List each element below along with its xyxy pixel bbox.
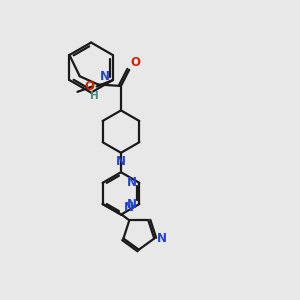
Text: N: N	[127, 197, 137, 211]
Text: O: O	[84, 80, 94, 93]
Text: N: N	[157, 232, 167, 245]
Text: N: N	[116, 154, 126, 168]
Text: N: N	[100, 70, 110, 83]
Text: H: H	[90, 91, 99, 101]
Text: N: N	[124, 201, 134, 214]
Text: O: O	[131, 56, 141, 69]
Text: N: N	[127, 176, 137, 189]
